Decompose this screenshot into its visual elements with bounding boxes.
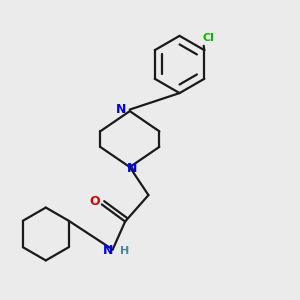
Text: Cl: Cl [202,33,214,43]
Text: N: N [103,244,113,257]
Text: N: N [116,103,126,116]
Text: N: N [127,162,137,175]
Text: O: O [90,195,100,208]
Text: H: H [120,246,129,256]
